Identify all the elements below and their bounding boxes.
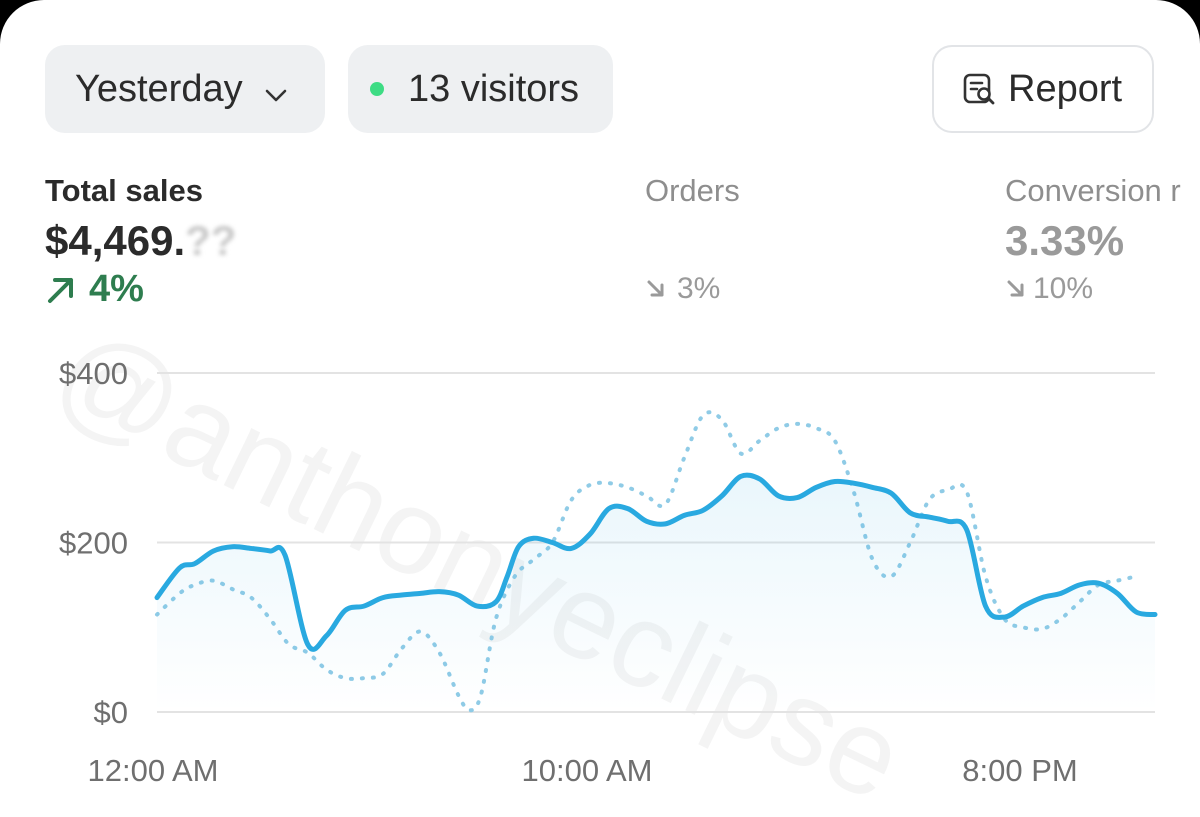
period-label: Yesterday — [75, 67, 243, 110]
visitors-count: 13 visitors — [408, 67, 580, 110]
y-tick-label: $200 — [59, 526, 128, 561]
orders-tab[interactable]: Orders — [645, 173, 740, 208]
arrow-down-right-icon — [1007, 280, 1024, 297]
current-period-line — [154, 472, 1158, 652]
arrow-down-right-icon — [647, 280, 664, 297]
x-tick-label: 10:00 AM — [522, 753, 653, 788]
obscured-digits: ?? — [185, 217, 237, 264]
series-area — [157, 475, 1155, 712]
total-sales-change-value: 4% — [89, 268, 144, 310]
comparison-period-line — [155, 410, 1139, 713]
orders-change-value: 3% — [677, 272, 721, 305]
live-visitors-badge[interactable]: 13 visitors — [348, 45, 613, 133]
arrow-up-right-icon — [48, 277, 73, 303]
y-tick-label: $400 — [59, 356, 128, 391]
conversion-change: 10% — [1005, 272, 1093, 306]
conversion-change-value: 10% — [1033, 272, 1094, 305]
x-tick-label: 12:00 AM — [88, 753, 219, 788]
chevron-down-icon — [265, 70, 287, 113]
conversion-rate-value: 3.33% — [1005, 217, 1125, 264]
report-label: Report — [1008, 67, 1123, 110]
conversion-rate-tab[interactable]: Conversion r — [1005, 173, 1181, 208]
total-sales-tab[interactable]: Total sales — [45, 173, 203, 208]
y-tick-label: $0 — [94, 695, 128, 730]
live-dot-icon — [370, 82, 384, 96]
x-tick-label: 8:00 PM — [962, 753, 1077, 788]
total-sales-amount: $4,469. — [45, 217, 186, 264]
total-sales-value: $4,469.?? — [45, 217, 236, 265]
report-icon — [963, 73, 995, 105]
orders-change: 3% — [645, 272, 720, 306]
report-button[interactable]: Report — [932, 45, 1154, 133]
total-sales-change: 4% — [45, 268, 144, 311]
period-dropdown[interactable]: Yesterday — [45, 45, 325, 133]
